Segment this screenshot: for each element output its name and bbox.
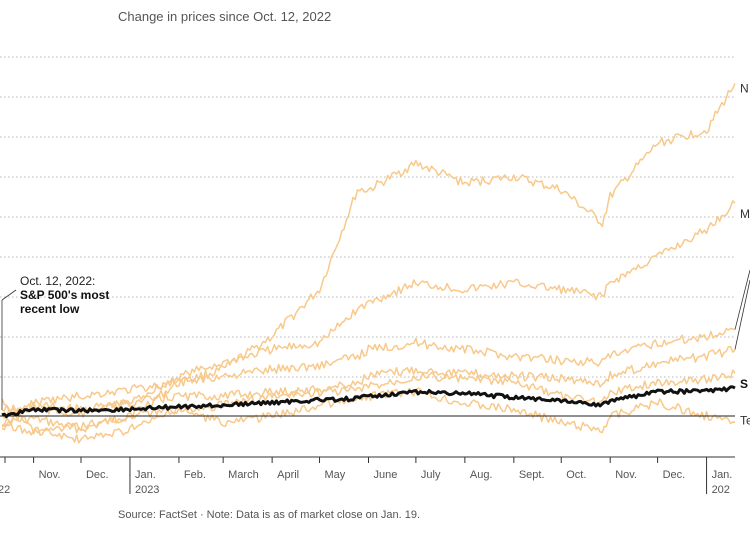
x-year-label: 202 xyxy=(712,484,730,496)
x-tick-label: Nov. xyxy=(39,469,61,481)
x-tick-label: May xyxy=(325,469,346,481)
x-tick-label: Sept. xyxy=(519,469,545,481)
x-tick-label: Dec. xyxy=(86,469,109,481)
x-tick-label: Jan. xyxy=(712,469,733,481)
series-label: N xyxy=(740,82,749,96)
sp500-low-annotation: Oct. 12, 2022: S&P 500's most recent low xyxy=(20,274,140,316)
chart-subtitle: Change in prices since Oct. 12, 2022 xyxy=(118,9,332,24)
company-line xyxy=(1,345,736,418)
x-tick-label: March xyxy=(228,469,259,481)
note-separator: · xyxy=(199,509,207,521)
annotation-text: S&P 500's most recent low xyxy=(20,288,110,316)
x-tick-label: April xyxy=(277,469,299,481)
x-tick-label: Aug. xyxy=(470,469,493,481)
connector-line xyxy=(734,269,750,330)
x-tick-label: July xyxy=(421,469,441,481)
x-tick-label: Oct. xyxy=(566,469,586,481)
company-line xyxy=(1,369,736,436)
company-line xyxy=(1,327,736,431)
x-tick-label: Jan. xyxy=(135,469,156,481)
series-label: Me xyxy=(740,207,750,221)
x-year-label: 2023 xyxy=(135,484,159,496)
sp500-line xyxy=(1,385,736,419)
x-tick-label: June xyxy=(374,469,398,481)
x-year-label: 22 xyxy=(0,484,10,496)
note-text: Note: Data is as of market close on Jan.… xyxy=(206,509,421,521)
company-line xyxy=(1,387,736,444)
x-tick-label: Dec. xyxy=(663,469,686,481)
annotation-pointer xyxy=(1,289,17,301)
x-tick-label: Feb. xyxy=(184,469,206,481)
connector-line xyxy=(734,279,750,350)
series-label: S xyxy=(740,377,748,391)
series-label: Te xyxy=(740,414,750,428)
x-tick-label: Nov. xyxy=(615,469,637,481)
company-line xyxy=(1,83,736,434)
source-text: Source: FactSet xyxy=(118,509,197,521)
annotation-date: Oct. 12, 2022: xyxy=(20,274,96,288)
source-note: Source: FactSet · Note: Data is as of ma… xyxy=(118,509,420,521)
